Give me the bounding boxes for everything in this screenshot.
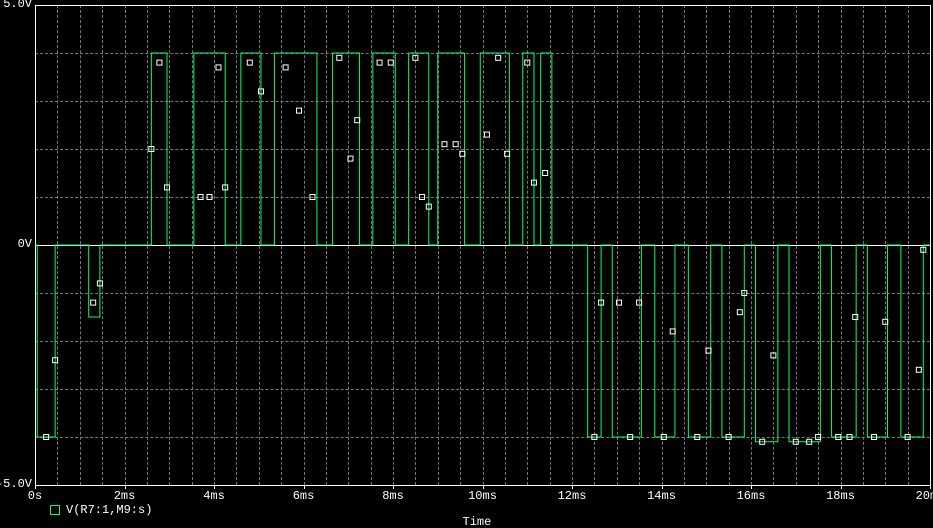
trace-marker: [283, 65, 288, 70]
trace-marker: [484, 132, 489, 137]
trace-marker: [388, 60, 393, 65]
trace-marker: [616, 300, 621, 305]
trace-marker: [496, 55, 501, 60]
trace-marker: [297, 108, 302, 113]
trace-marker: [310, 195, 315, 200]
trace-marker: [91, 300, 96, 305]
trace-marker: [198, 195, 203, 200]
trace-marker: [737, 310, 742, 315]
trace-marker: [420, 195, 425, 200]
trace-marker: [453, 142, 458, 147]
legend-marker-icon: [50, 505, 60, 515]
trace-marker: [853, 315, 858, 320]
trace-marker: [525, 60, 530, 65]
trace-line: [35, 53, 930, 442]
trace-marker: [543, 171, 548, 176]
trace-marker: [157, 60, 162, 65]
trace-marker: [377, 60, 382, 65]
trace-marker: [916, 367, 921, 372]
trace-marker: [771, 353, 776, 358]
trace-marker: [216, 65, 221, 70]
trace-marker: [247, 60, 252, 65]
trace-marker: [337, 55, 342, 60]
trace-marker: [348, 156, 353, 161]
trace-marker: [442, 142, 447, 147]
trace-svg: [0, 0, 933, 528]
trace-marker: [207, 195, 212, 200]
legend-label: V(R7:1,M9:s): [66, 503, 152, 517]
x-axis-label: Time: [463, 515, 492, 528]
trace-marker: [413, 55, 418, 60]
legend: V(R7:1,M9:s): [50, 503, 152, 517]
